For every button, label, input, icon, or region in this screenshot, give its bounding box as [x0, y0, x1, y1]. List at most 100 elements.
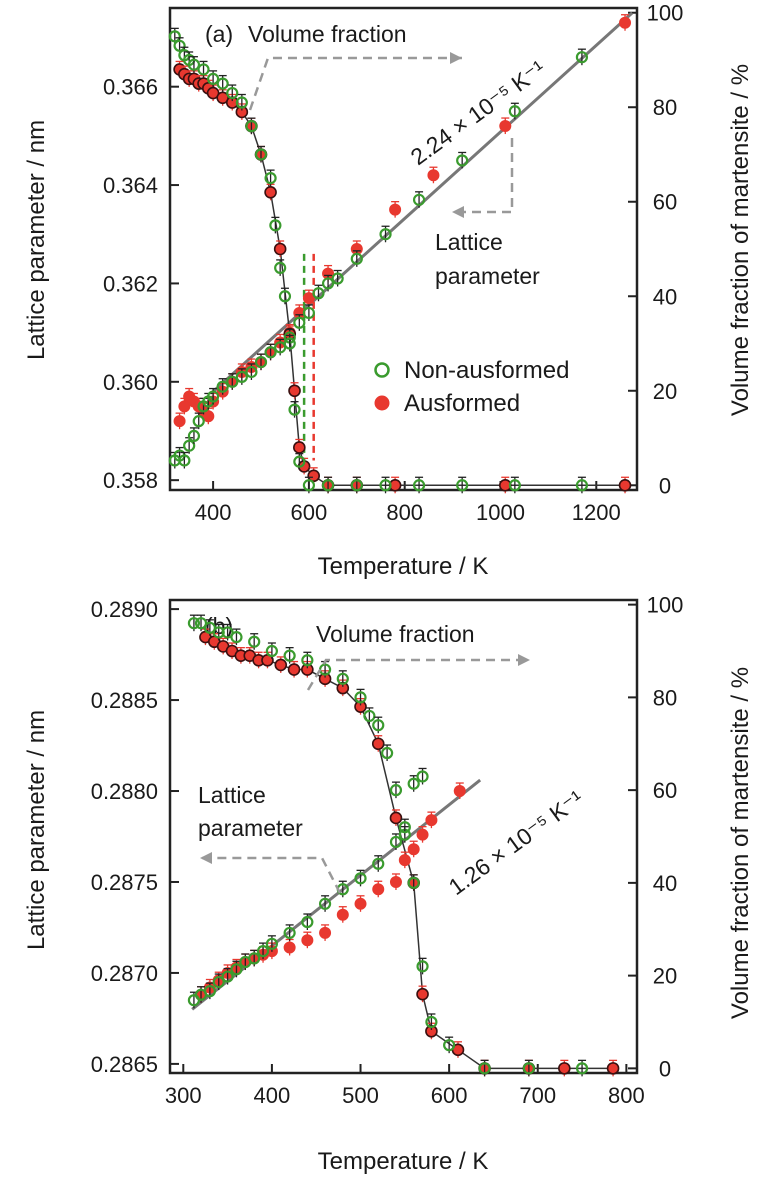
slope-annotation: 1.26 × 10⁻⁵ K⁻¹ — [444, 785, 589, 900]
data-point — [248, 635, 261, 648]
data-point — [389, 875, 402, 888]
data-point — [453, 785, 466, 798]
data-point — [371, 737, 385, 751]
data-point — [407, 876, 420, 889]
y-right-tick-label: 20 — [653, 379, 677, 404]
data-point — [508, 105, 521, 118]
y-left-tick-label: 0.362 — [103, 271, 158, 296]
data-point — [372, 719, 385, 732]
y-right-tick-label: 40 — [653, 284, 677, 309]
x-tick-label: 700 — [519, 1083, 556, 1108]
data-point — [416, 770, 429, 783]
data-point — [499, 120, 512, 133]
y-left-tick-label: 0.2870 — [91, 961, 158, 986]
x-tick-label: 500 — [342, 1083, 379, 1108]
y-right-tick-label: 100 — [647, 1, 684, 26]
data-point — [288, 384, 301, 398]
data-point — [212, 975, 225, 989]
data-point — [416, 828, 429, 841]
data-point — [416, 960, 429, 973]
data-point — [283, 926, 296, 940]
data-point — [354, 897, 367, 910]
x-tick-label: 1200 — [572, 500, 621, 525]
data-point — [293, 316, 306, 329]
data-point — [230, 963, 243, 976]
data-point — [321, 479, 335, 492]
data-point — [381, 746, 394, 760]
data-point — [416, 987, 429, 1001]
y-left-tick-label: 0.2875 — [91, 870, 158, 895]
lattice-parameter-arrow — [452, 138, 514, 214]
data-point — [197, 63, 210, 76]
data-point — [274, 658, 288, 672]
series-non-ausformed — [187, 767, 429, 1009]
y-right-tick-label: 20 — [653, 964, 677, 989]
data-point — [425, 1015, 438, 1029]
data-point — [318, 897, 332, 910]
lattice-parameter-annotation: Lattice — [198, 782, 266, 808]
data-point — [178, 454, 191, 467]
y-left-tick-label: 0.358 — [103, 468, 158, 493]
legend-marker-non-ausformed — [374, 362, 390, 378]
data-point — [265, 937, 279, 950]
data-point — [575, 51, 589, 64]
data-point — [293, 441, 306, 454]
volume-fraction-arrow — [306, 658, 530, 691]
panel-label: (a) — [205, 21, 233, 47]
data-point — [312, 287, 325, 300]
data-point — [226, 86, 239, 100]
data-point — [273, 242, 287, 256]
arrowhead — [518, 654, 530, 666]
data-point — [212, 626, 225, 639]
data-point — [173, 415, 186, 428]
data-point — [456, 154, 469, 167]
data-point — [398, 854, 411, 867]
legend-entry: Non-ausformed — [404, 357, 569, 384]
data-point — [274, 261, 287, 275]
y-left-tick-label: 0.2885 — [91, 688, 158, 713]
data-point — [168, 30, 181, 43]
data-point — [302, 306, 316, 320]
data-point — [398, 821, 411, 834]
data-point — [336, 672, 349, 685]
data-point — [288, 403, 301, 416]
data-point — [389, 811, 403, 825]
y-right-tick-label: 100 — [647, 593, 684, 618]
data-point — [203, 985, 216, 998]
data-point — [278, 290, 292, 303]
data-point — [558, 1062, 571, 1075]
data-point — [254, 148, 268, 161]
data-point — [575, 479, 589, 492]
data-point — [254, 356, 268, 369]
volume-fraction-annotation: Volume fraction — [248, 21, 407, 47]
data-point — [269, 219, 282, 232]
volume-fraction-curve — [179, 68, 626, 487]
y-left-tick-label: 0.360 — [103, 370, 158, 395]
series-non-ausformed-volume-fraction — [187, 614, 589, 1077]
data-point — [354, 872, 367, 885]
x-tick-label: 300 — [165, 1083, 202, 1108]
series-ausformed-volume-fraction — [199, 628, 620, 1077]
y-right-tick-label: 80 — [653, 95, 677, 120]
volume-fraction-annotation: Volume fraction — [316, 621, 475, 647]
data-point — [256, 945, 270, 958]
data-point — [245, 365, 258, 379]
data-point — [389, 203, 402, 216]
data-point — [293, 455, 306, 468]
x-tick-label: 400 — [195, 500, 232, 525]
plot-frame — [168, 598, 639, 1075]
data-point — [264, 172, 277, 185]
data-point — [363, 709, 376, 723]
data-point — [283, 649, 296, 662]
x-axis-label: Temperature / K — [318, 553, 489, 580]
data-point — [412, 193, 426, 206]
data-point — [287, 663, 301, 676]
lattice-parameter-annotation: parameter — [198, 815, 303, 841]
y-right-tick-label: 60 — [653, 778, 677, 803]
series-ausformed-volume-fraction — [173, 60, 632, 494]
data-point — [407, 777, 420, 790]
data-point — [478, 1062, 491, 1075]
data-point — [187, 58, 201, 71]
legend-marker-ausformed — [374, 395, 390, 411]
data-point — [221, 970, 234, 983]
